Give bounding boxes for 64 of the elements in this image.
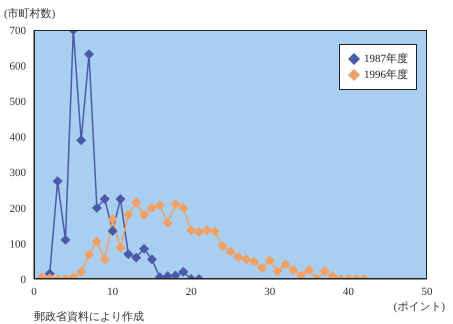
- legend-label: 1987年度: [364, 52, 408, 67]
- point: [146, 202, 157, 213]
- y-tick-label: 400: [10, 132, 26, 144]
- y-axis-title: (市町村数): [4, 6, 56, 21]
- legend-label: 1996年度: [364, 68, 408, 83]
- point: [92, 236, 102, 247]
- point: [115, 242, 126, 253]
- point: [108, 226, 118, 236]
- x-tick-label: 20: [186, 286, 198, 298]
- y-tick-label: 300: [10, 167, 26, 180]
- point: [162, 218, 173, 228]
- point: [178, 266, 188, 277]
- x-tick-label: 30: [264, 286, 276, 298]
- point: [131, 198, 142, 208]
- point: [139, 210, 150, 220]
- point: [194, 227, 204, 238]
- point: [123, 249, 134, 260]
- y-tick-label: 100: [10, 238, 26, 250]
- point: [84, 250, 94, 260]
- point: [108, 214, 118, 224]
- point: [115, 194, 126, 204]
- point: [264, 256, 275, 266]
- point: [92, 202, 102, 213]
- y-tick-label: 0: [20, 274, 26, 286]
- point: [233, 252, 244, 262]
- point: [288, 265, 298, 276]
- point: [154, 200, 165, 210]
- text: 郵政省資料により作成: [34, 310, 144, 324]
- point: [280, 259, 291, 270]
- x-tick-label: 0: [31, 286, 38, 298]
- point: [100, 254, 110, 264]
- point: [139, 244, 150, 254]
- point: [131, 252, 142, 263]
- point: [170, 199, 180, 210]
- point: [84, 49, 94, 60]
- point: [226, 246, 236, 257]
- point: [52, 176, 63, 186]
- point: [60, 234, 70, 245]
- point: [256, 262, 267, 273]
- point: [202, 225, 212, 236]
- point: [249, 256, 260, 267]
- y-tick-label: 600: [10, 60, 26, 72]
- point: [76, 266, 86, 277]
- point: [218, 240, 228, 251]
- point: [241, 254, 252, 264]
- point: [186, 225, 196, 236]
- x-tick-label: 40: [342, 286, 354, 298]
- point: [76, 135, 86, 146]
- x-tick-label: 10: [107, 286, 119, 298]
- point: [178, 202, 188, 213]
- y-tick-label: 500: [10, 96, 26, 108]
- point: [146, 254, 157, 264]
- point: [296, 270, 306, 279]
- point: [100, 194, 110, 204]
- y-tick-label: 200: [10, 202, 26, 215]
- x-tick-label: 50: [422, 286, 433, 298]
- x-axis-title: (ポイント): [394, 300, 445, 314]
- point: [210, 226, 220, 236]
- point: [320, 266, 330, 276]
- point: [272, 266, 283, 276]
- point: [304, 265, 314, 276]
- y-tick-label: 700: [10, 24, 26, 37]
- point: [170, 270, 180, 279]
- point: [123, 210, 134, 220]
